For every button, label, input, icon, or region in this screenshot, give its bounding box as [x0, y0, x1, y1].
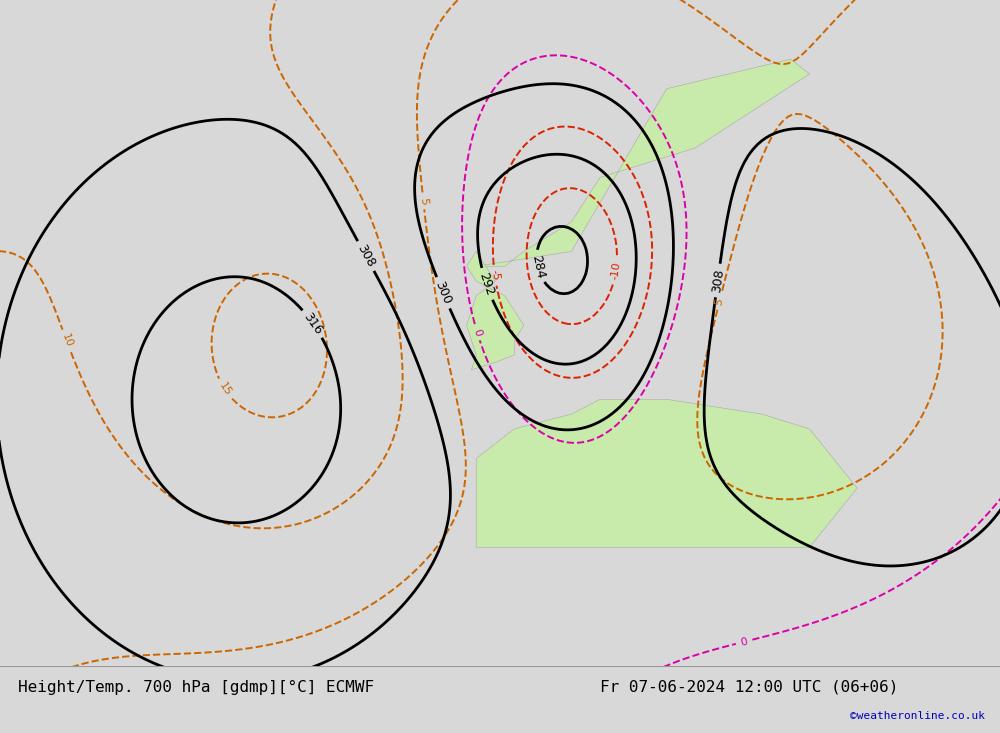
Text: Fr 07-06-2024 12:00 UTC (06+06): Fr 07-06-2024 12:00 UTC (06+06)	[600, 679, 898, 695]
Polygon shape	[467, 251, 524, 369]
Text: ©weatheronline.co.uk: ©weatheronline.co.uk	[850, 711, 985, 721]
Text: -10: -10	[610, 261, 622, 281]
Text: 284: 284	[529, 254, 547, 279]
Text: -5: -5	[489, 269, 501, 281]
Text: 0: 0	[471, 328, 483, 337]
Text: 5: 5	[714, 297, 725, 306]
Text: 5: 5	[418, 197, 429, 205]
Polygon shape	[476, 399, 857, 548]
Text: 15: 15	[217, 380, 233, 398]
Text: 300: 300	[432, 279, 454, 306]
Text: Height/Temp. 700 hPa [gdmp][°C] ECMWF: Height/Temp. 700 hPa [gdmp][°C] ECMWF	[18, 679, 374, 695]
Polygon shape	[476, 59, 810, 266]
Text: 0: 0	[740, 636, 749, 647]
Text: 308: 308	[710, 268, 726, 293]
Text: 10: 10	[60, 333, 74, 350]
Text: 308: 308	[354, 243, 377, 270]
Text: 316: 316	[301, 310, 325, 337]
Text: 292: 292	[477, 270, 496, 298]
